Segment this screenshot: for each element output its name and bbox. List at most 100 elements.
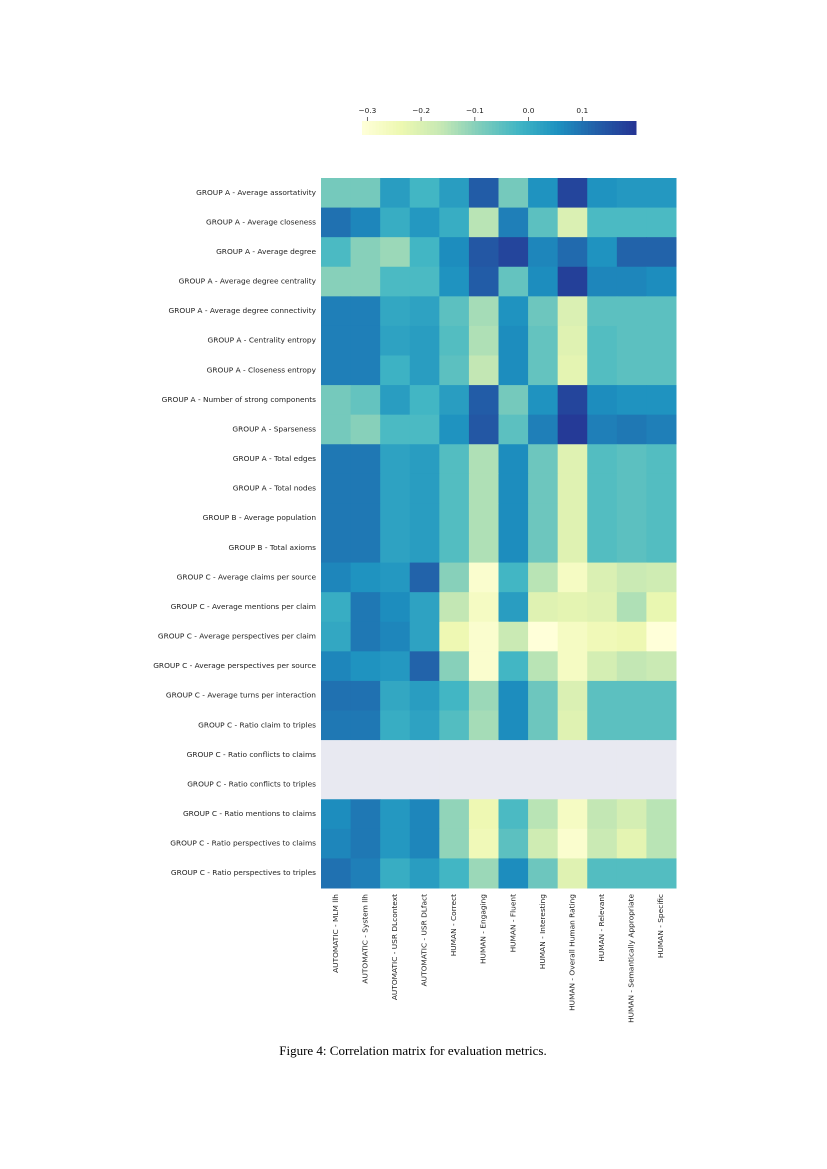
cell	[321, 799, 352, 830]
cell	[646, 385, 677, 416]
cell	[646, 621, 677, 652]
column-label: HUMAN - Relevant	[597, 894, 606, 962]
cell	[380, 740, 411, 771]
cell	[557, 769, 588, 800]
cell	[616, 710, 647, 741]
cell	[380, 237, 411, 268]
colorbar-segment	[416, 121, 421, 135]
cell	[380, 680, 411, 711]
colorbar-segment	[629, 121, 634, 135]
cell	[528, 414, 559, 445]
cell	[409, 828, 440, 859]
colorbar-segment	[409, 121, 414, 135]
cell	[409, 237, 440, 268]
cell	[321, 828, 352, 859]
cell	[587, 237, 618, 268]
cell	[498, 296, 529, 327]
cell	[380, 592, 411, 623]
cell	[468, 237, 499, 268]
cell	[409, 769, 440, 800]
cell	[439, 178, 470, 209]
colorbar-segment	[543, 121, 548, 135]
cell	[557, 296, 588, 327]
cell	[468, 533, 499, 564]
colorbar-segment	[553, 121, 558, 135]
colorbar-segment	[365, 121, 370, 135]
colorbar-segment	[492, 121, 497, 135]
column-label: AUTOMATIC - System llh	[360, 894, 369, 984]
cell	[587, 503, 618, 534]
cell	[498, 385, 529, 416]
cell	[321, 414, 352, 445]
colorbar-segment	[437, 121, 442, 135]
cell	[439, 651, 470, 682]
row-label: GROUP A - Average degree connectivity	[169, 306, 317, 315]
cell	[439, 533, 470, 564]
cell	[646, 503, 677, 534]
cell	[439, 385, 470, 416]
cell	[498, 680, 529, 711]
colorbar-segment	[379, 121, 384, 135]
cell	[616, 503, 647, 534]
cell	[616, 444, 647, 475]
cell	[409, 503, 440, 534]
cell	[350, 503, 381, 534]
cell	[587, 178, 618, 209]
cell	[321, 680, 352, 711]
column-label: HUMAN - Overall Human Rating	[567, 894, 576, 1011]
cell	[646, 769, 677, 800]
cell	[557, 799, 588, 830]
colorbar-segment	[451, 121, 455, 135]
cell	[528, 710, 559, 741]
colorbar-segment	[540, 121, 545, 135]
cell	[616, 651, 647, 682]
row-label: GROUP C - Ratio perspectives to triples	[171, 868, 316, 877]
cell	[350, 266, 381, 297]
cell	[646, 710, 677, 741]
cell	[468, 828, 499, 859]
colorbar-segment	[529, 121, 534, 135]
row-label: GROUP A - Average closeness	[206, 217, 316, 226]
cell	[350, 178, 381, 209]
cell	[498, 769, 529, 800]
colorbar-segment	[632, 121, 637, 135]
colorbar-segment	[375, 121, 380, 135]
cell	[350, 473, 381, 504]
colorbar-segment	[488, 121, 493, 135]
cell	[646, 533, 677, 564]
cell	[350, 533, 381, 564]
cell	[587, 207, 618, 238]
cell	[350, 562, 381, 593]
cell	[439, 444, 470, 475]
cell	[616, 621, 647, 652]
cell	[616, 473, 647, 504]
colorbar-segment	[601, 121, 606, 135]
row-label: GROUP C - Ratio conflicts to triples	[187, 779, 316, 788]
cell	[616, 325, 647, 356]
cell	[380, 858, 411, 889]
cell	[587, 355, 618, 386]
row-label: GROUP A - Average degree	[216, 247, 316, 256]
cell	[528, 680, 559, 711]
colorbar-segment	[581, 121, 586, 135]
cell	[498, 710, 529, 741]
row-label: GROUP C - Ratio mentions to claims	[183, 809, 316, 818]
cell	[528, 592, 559, 623]
colorbar-segment	[567, 121, 572, 135]
row-label: GROUP A - Number of strong components	[162, 395, 317, 404]
cell	[646, 266, 677, 297]
cell	[557, 473, 588, 504]
cell	[380, 266, 411, 297]
colorbar-segment	[522, 121, 527, 135]
column-label: HUMAN - Specific	[656, 894, 665, 958]
cell	[587, 562, 618, 593]
cell	[498, 621, 529, 652]
cell	[498, 828, 529, 859]
cell	[468, 769, 499, 800]
cell	[587, 740, 618, 771]
colorbar-segment	[557, 121, 562, 135]
cell	[350, 769, 381, 800]
cell	[557, 385, 588, 416]
cell	[468, 651, 499, 682]
cell	[646, 680, 677, 711]
